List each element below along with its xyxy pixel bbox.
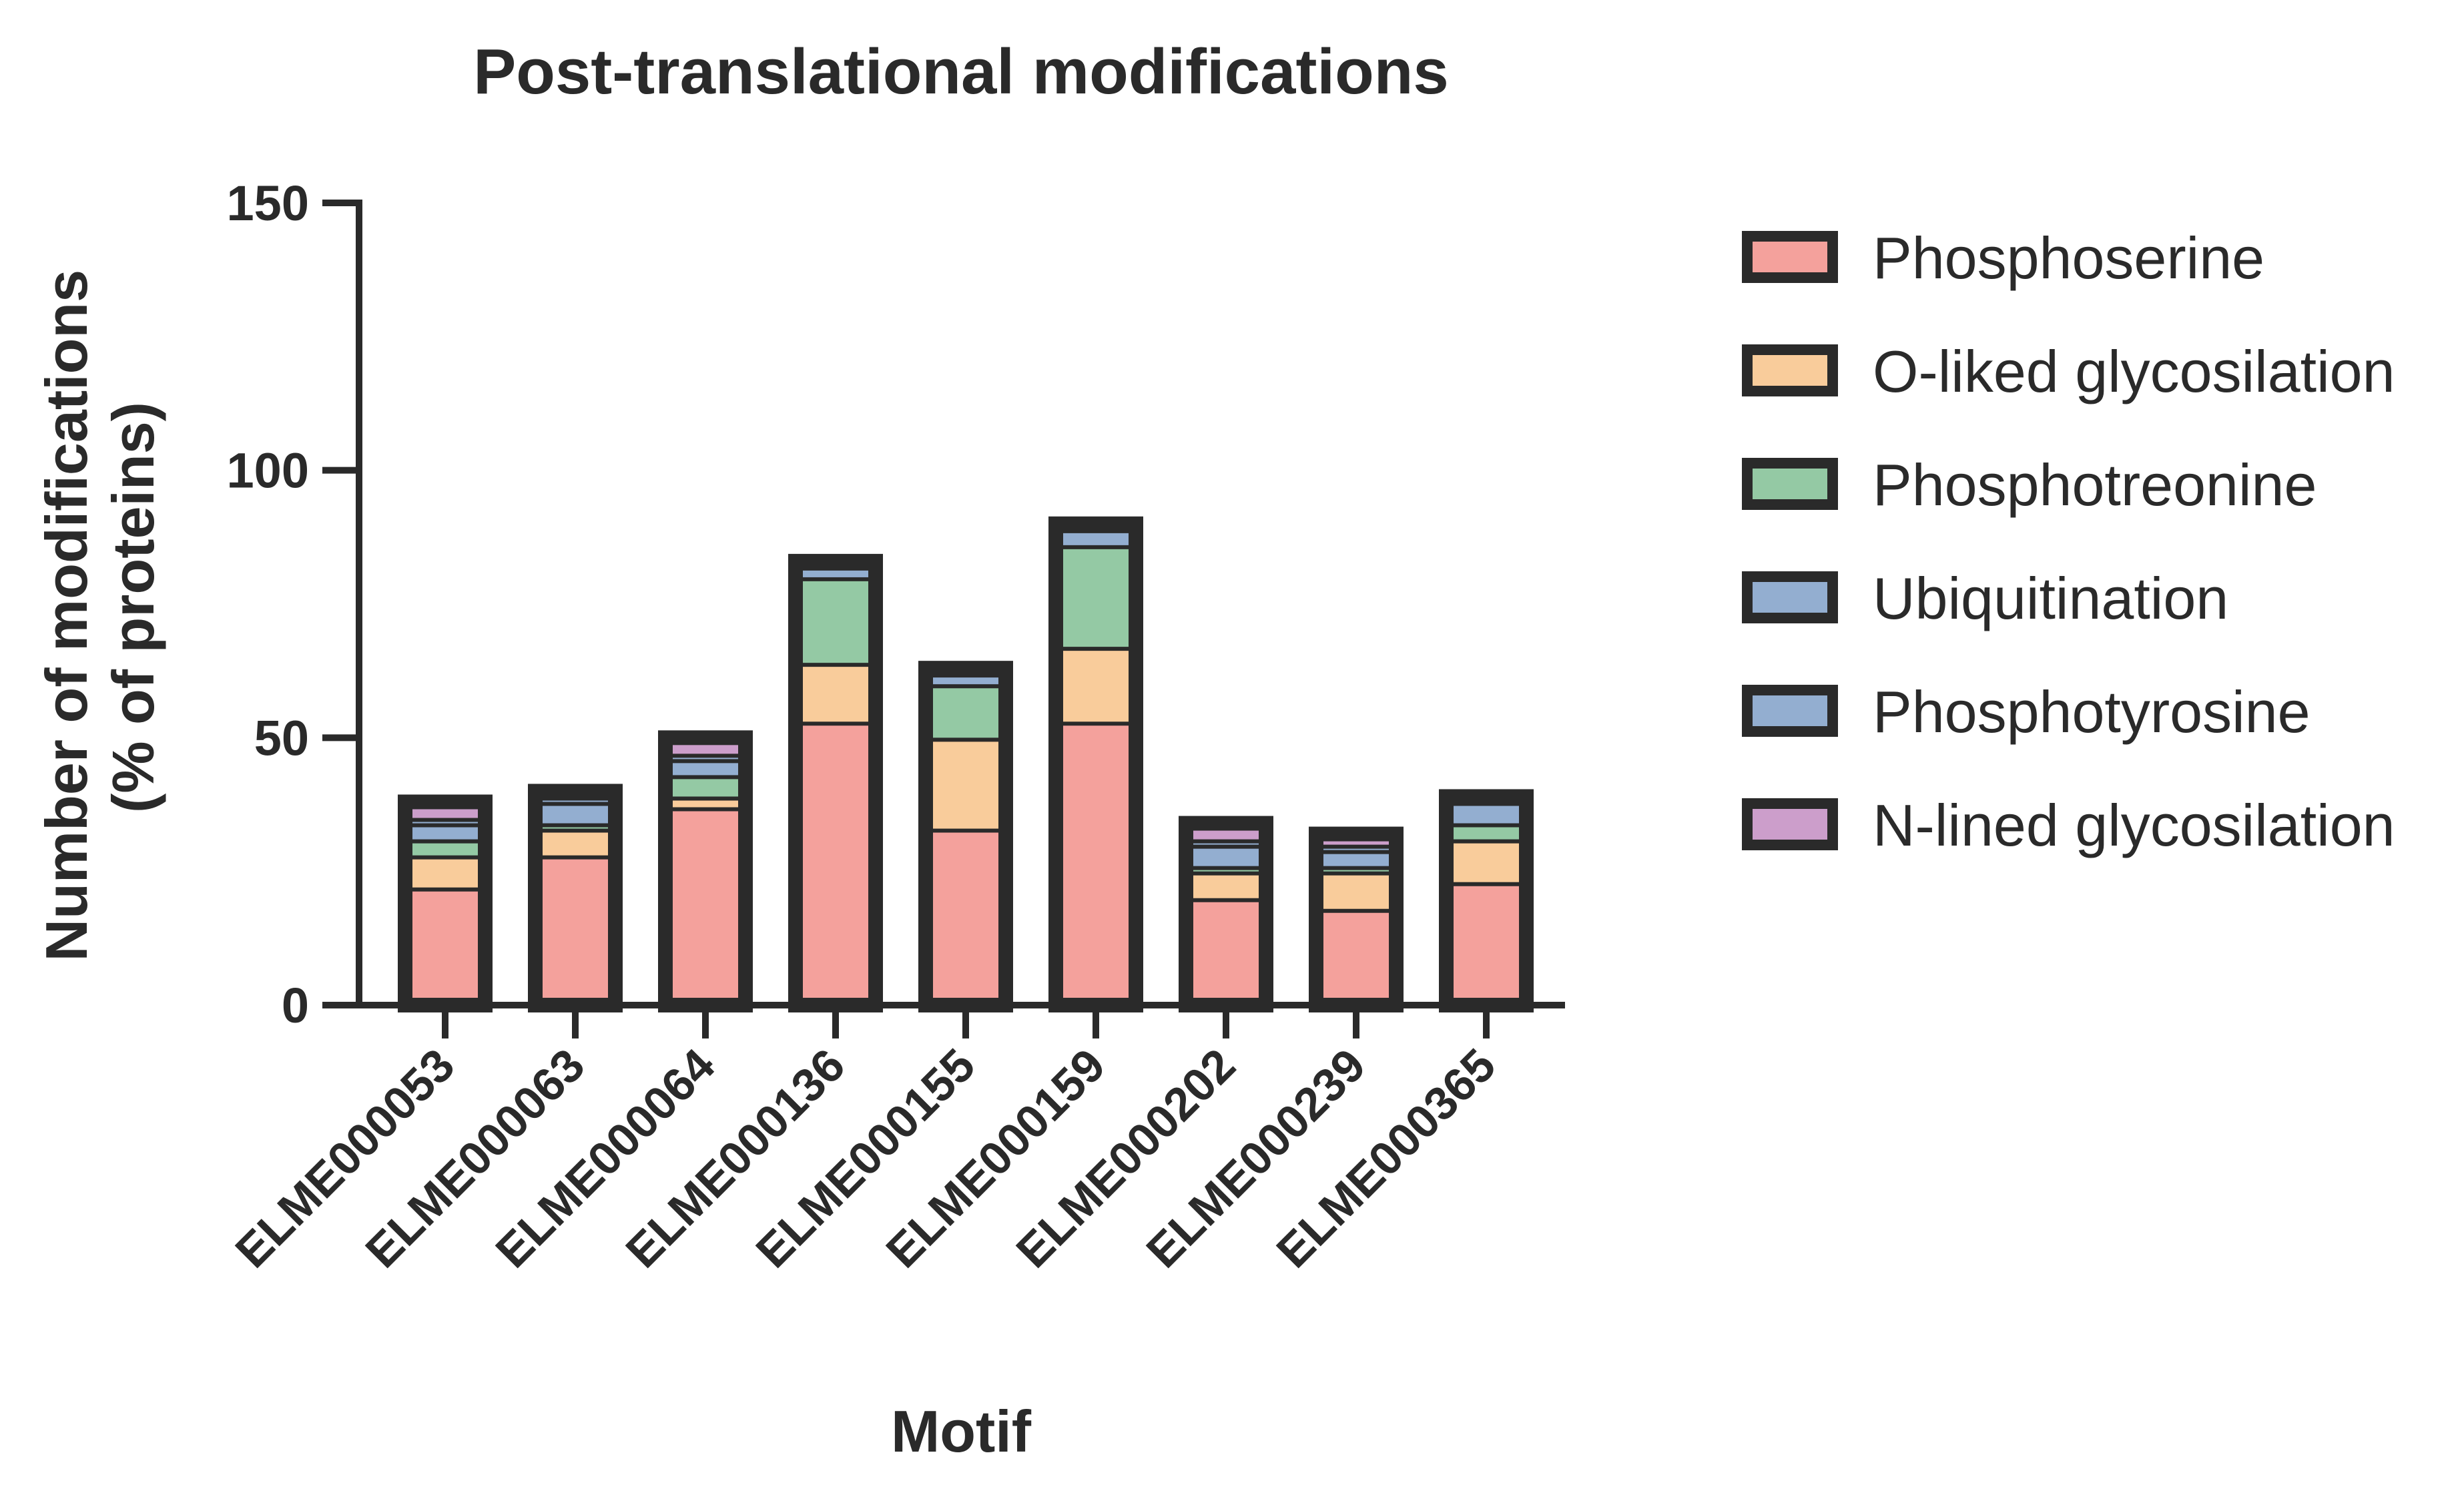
legend-swatch-phosphotyrosine: [1742, 685, 1838, 737]
legend-label-o-liked-glycosilation: O-liked glycosilation: [1873, 338, 2395, 404]
y-axis-label-line-2: (% of proteins): [100, 402, 166, 813]
bar-segment-elme000202-o-liked-glycosilation: [1186, 871, 1266, 898]
y-axis-label: Number of modifications (% of proteins): [33, 254, 166, 962]
bar-segment-elme000053-phosphoserine: [405, 887, 485, 1005]
x-axis-label: Motif: [891, 1398, 1032, 1464]
y-tick-label-150: 150: [227, 176, 309, 231]
legend-label-ubiquitination: Ubiquitination: [1873, 565, 2228, 631]
bar-segment-elme000365-phosphoserine: [1446, 882, 1526, 1005]
bar-segment-elme000155-phosphotreonine: [926, 684, 1006, 738]
legend-swatch-n-lined-glycosilation: [1742, 798, 1838, 850]
bar-segment-elme000064-phosphoserine: [665, 807, 745, 1005]
legend-swatch-phosphoserine: [1742, 231, 1838, 283]
bar-segment-elme000159-phosphotreonine: [1056, 545, 1136, 647]
bar-segment-elme000159-o-liked-glycosilation: [1056, 647, 1136, 722]
x-tick-label-elme000053: ELME000053: [226, 1038, 465, 1277]
bar-segment-elme000136-phosphotreonine: [796, 577, 876, 663]
bar-segment-elme000136-phosphoserine: [796, 721, 876, 1005]
bar-segment-elme000159-phosphoserine: [1056, 721, 1136, 1005]
y-tick-label-100: 100: [227, 443, 309, 499]
bar-segment-elme000155-phosphoserine: [926, 828, 1006, 1005]
bar-segment-elme000155-o-liked-glycosilation: [926, 737, 1006, 829]
legend: Phosphoserine O-liked glycosilation Phosph…: [1742, 225, 2395, 858]
bar-segment-elme000136-o-liked-glycosilation: [796, 663, 876, 722]
legend-label-phosphotyrosine: Phosphotyrosine: [1873, 679, 2311, 745]
bar-segment-elme000063-phosphoserine: [535, 855, 615, 1005]
y-tick-label-50: 50: [254, 710, 309, 766]
legend-swatch-o-liked-glycosilation: [1742, 344, 1838, 396]
y-axis-label-line-1: Number of modifications: [33, 270, 99, 962]
bar-segment-elme000239-phosphoserine: [1316, 908, 1396, 1005]
legend-label-phosphotreonine: Phosphotreonine: [1873, 452, 2317, 518]
legend-swatch-ubiquitination: [1742, 571, 1838, 623]
legend-swatch-phosphotreonine: [1742, 458, 1838, 510]
bar-segment-elme000053-o-liked-glycosilation: [405, 855, 485, 888]
bar-segment-elme000202-phosphoserine: [1186, 898, 1266, 1005]
bar-segment-elme000365-o-liked-glycosilation: [1446, 839, 1526, 882]
bar-segment-elme000063-o-liked-glycosilation: [535, 828, 615, 856]
y-tick-label-0: 0: [282, 978, 309, 1033]
chart-title: Post-translational modifications: [473, 36, 1449, 107]
bar-segment-elme000239-o-liked-glycosilation: [1316, 871, 1396, 909]
plot-area: ELME000053ELME000063ELME000064ELME000136…: [226, 176, 1565, 1277]
legend-label-n-lined-glycosilation: N-lined glycosilation: [1873, 792, 2395, 858]
legend-label-phosphoserine: Phosphoserine: [1873, 225, 2264, 291]
